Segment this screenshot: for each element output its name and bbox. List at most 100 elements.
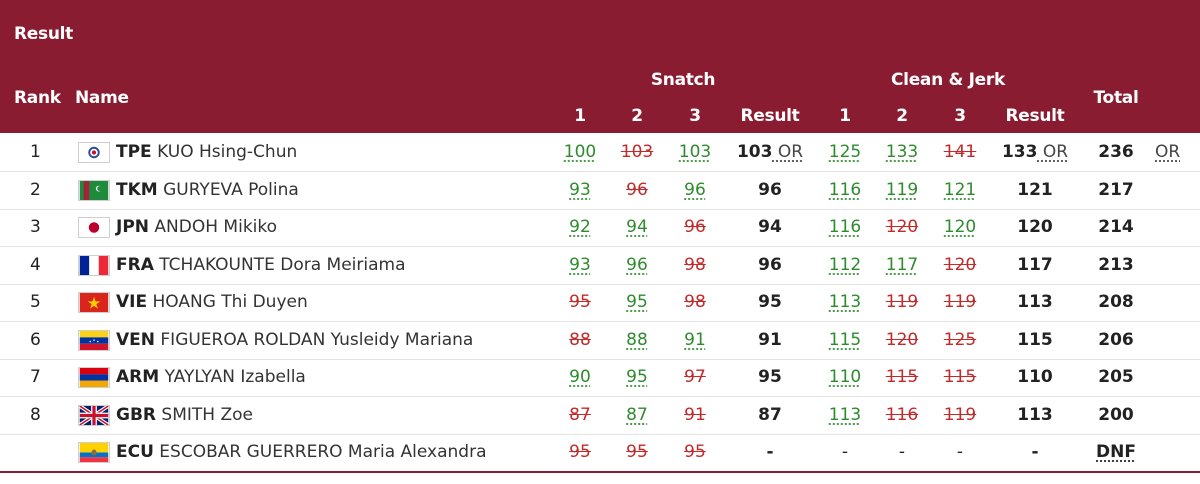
tpe-flag-icon xyxy=(78,142,110,163)
athlete-full-name: YAYLYAN Izabella xyxy=(159,367,306,387)
rank-cell: 7 xyxy=(30,367,41,387)
athlete-full-name: HOANG Thi Duyen xyxy=(147,292,308,312)
record-badge[interactable]: OR xyxy=(1155,142,1181,162)
cj-attempt-1: - xyxy=(841,442,849,462)
table-row: 5 VIE HOANG Thi Duyen 95 95 98 113 119 119 95 113… xyxy=(0,284,1200,322)
total-cell: 206 xyxy=(1098,329,1134,350)
table-row: 2 TKM GURYEVA Polina 93 96 96 116 119 121 96 121 2… xyxy=(0,172,1200,210)
table-row: 1 TPE KUO Hsing-Chun 100 103 103 125 133 141 103… xyxy=(0,134,1200,172)
snatch-attempt-2: 87 xyxy=(626,404,648,425)
noc-code: GBR xyxy=(116,404,157,425)
cj-attempt-3: 119 xyxy=(943,404,977,425)
snatch-result: 103 OR xyxy=(736,142,804,162)
snatch-attempt-1: 90 xyxy=(569,367,591,387)
snatch-result: 94 xyxy=(758,217,782,237)
jpn-flag-icon xyxy=(78,217,110,238)
snatch-attempt-1: 93 xyxy=(569,179,591,200)
cj-attempt-1: 110 xyxy=(828,367,862,387)
snatch-attempt-1: 95 xyxy=(569,292,591,312)
cj-attempt-2: 119 xyxy=(885,292,919,312)
snatch-attempt-3: 91 xyxy=(684,404,706,425)
cj-attempt-1: 113 xyxy=(828,404,862,425)
rank-cell: 8 xyxy=(30,404,41,425)
cj-result: 115 xyxy=(1017,329,1053,350)
noc-code: ECU xyxy=(116,442,154,462)
noc-code: VEN xyxy=(116,329,155,350)
snatch-attempt-3: 96 xyxy=(684,179,706,200)
cj-attempt-2: 116 xyxy=(885,404,919,425)
total-cell: 236 xyxy=(1098,142,1134,162)
tkm-flag-icon xyxy=(78,179,110,201)
cj-attempt-2: 119 xyxy=(885,179,919,200)
athlete-name[interactable]: TKM GURYEVA Polina xyxy=(116,172,299,209)
arm-flag-icon xyxy=(78,367,110,388)
athlete-name[interactable]: TPE KUO Hsing-Chun xyxy=(116,134,297,171)
athlete-full-name: TCHAKOUNTE Dora Meiriama xyxy=(153,254,406,275)
rank-column-header: Rank xyxy=(14,88,61,108)
cj-attempt-3: 115 xyxy=(943,367,977,387)
cj-attempt-3: 120 xyxy=(943,254,977,275)
ecu-flag-icon xyxy=(78,442,110,463)
noc-code: FRA xyxy=(116,254,154,275)
athlete-full-name: SMITH Zoe xyxy=(156,404,253,425)
cj-attempt-1: 112 xyxy=(828,254,862,275)
rank-cell: 1 xyxy=(30,142,41,162)
record-badge[interactable]: OR xyxy=(772,142,804,162)
noc-code: VIE xyxy=(116,292,148,312)
total-cell: 213 xyxy=(1098,254,1134,275)
snatch-result: 96 xyxy=(758,254,782,275)
table-row: 7 ARM YAYLYAN Izabella 90 95 97 110 115 115 95 11… xyxy=(0,359,1200,397)
table-row: 3 JPN ANDOH Mikiko 92 94 96 116 120 120 94 120 214 xyxy=(0,209,1200,247)
snatch-attempt-1: 100 xyxy=(563,142,597,162)
cj-result: 120 xyxy=(1017,217,1053,237)
athlete-name[interactable]: ECU ESCOBAR GUERRERO Maria Alexandra xyxy=(116,434,487,471)
athlete-full-name: GURYEVA Polina xyxy=(157,179,299,200)
snatch-attempt-3-header: 3 xyxy=(689,106,701,126)
athlete-full-name: FIGUEROA ROLDAN Yusleidy Mariana xyxy=(155,329,474,350)
cj-attempt-1: 116 xyxy=(828,179,862,200)
rank-cell: 3 xyxy=(30,217,41,237)
athlete-name[interactable]: VIE HOANG Thi Duyen xyxy=(116,284,308,321)
athlete-name[interactable]: ARM YAYLYAN Izabella xyxy=(116,359,306,396)
snatch-attempt-2: 94 xyxy=(626,217,648,237)
total-cell: 217 xyxy=(1098,179,1134,200)
record-badge[interactable]: OR xyxy=(1037,142,1069,162)
snatch-result-header: Result xyxy=(740,106,800,126)
athlete-name[interactable]: GBR SMITH Zoe xyxy=(116,397,253,434)
noc-code: JPN xyxy=(116,217,150,237)
cj-attempt-1-header: 1 xyxy=(839,106,851,126)
total-column-header: Total xyxy=(1093,88,1139,108)
athlete-name[interactable]: FRA TCHAKOUNTE Dora Meiriama xyxy=(116,247,406,284)
cj-attempt-1: 115 xyxy=(828,329,862,350)
cj-attempt-3-header: 3 xyxy=(954,106,966,126)
snatch-attempt-2: 103 xyxy=(620,142,654,162)
cj-attempt-3: 121 xyxy=(943,179,977,200)
cj-attempt-1: 113 xyxy=(828,292,862,312)
snatch-attempt-3: 95 xyxy=(684,442,706,462)
cj-attempt-2: 120 xyxy=(885,329,919,350)
snatch-attempt-2: 88 xyxy=(626,329,648,350)
cj-attempt-3: 141 xyxy=(943,142,977,162)
cj-attempt-2: 115 xyxy=(885,367,919,387)
snatch-result: 95 xyxy=(758,292,782,312)
snatch-attempt-3: 91 xyxy=(684,329,706,350)
cj-attempt-3: - xyxy=(956,442,964,462)
snatch-result: 91 xyxy=(758,329,782,350)
snatch-attempt-1: 87 xyxy=(569,404,591,425)
cj-result: 121 xyxy=(1017,179,1053,200)
snatch-attempt-3: 98 xyxy=(684,292,706,312)
table-row: 4 FRA TCHAKOUNTE Dora Meiriama 93 96 98 112 11… xyxy=(0,247,1200,285)
table-header: Result Rank Name Snatch 1 2 3 Result Cle… xyxy=(0,0,1200,133)
fra-flag-icon xyxy=(78,254,110,276)
cj-attempt-2-header: 2 xyxy=(896,106,908,126)
athlete-name[interactable]: JPN ANDOH Mikiko xyxy=(116,209,277,246)
cj-result: 113 xyxy=(1017,292,1053,312)
snatch-result: - xyxy=(766,442,774,462)
snatch-attempt-2: 95 xyxy=(626,292,648,312)
athlete-name[interactable]: VEN FIGUEROA ROLDAN Yusleidy Mariana xyxy=(116,322,473,359)
cj-result: - xyxy=(1031,442,1039,462)
noc-code: TKM xyxy=(116,179,158,200)
rank-cell: 5 xyxy=(30,292,41,312)
cj-attempt-3: 120 xyxy=(943,217,977,237)
